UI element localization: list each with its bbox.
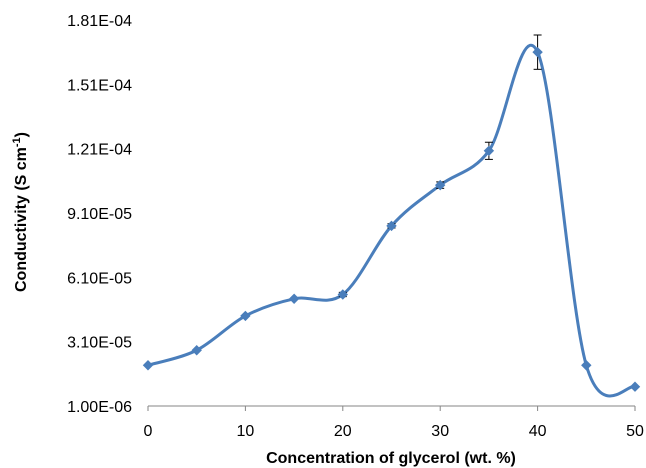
x-tick-label: 50 bbox=[626, 423, 644, 440]
data-point-marker bbox=[240, 310, 251, 322]
data-point-marker bbox=[483, 145, 495, 157]
y-tick-label: 3.10E-05 bbox=[67, 335, 132, 352]
data-markers bbox=[142, 46, 641, 392]
y-axis-title-superscript: -1 bbox=[11, 137, 23, 147]
series-line bbox=[146, 43, 637, 398]
y-axis-title-main: Conductivity (S cm bbox=[13, 147, 30, 292]
x-tick-label: 20 bbox=[334, 423, 352, 440]
y-tick-label: 9.10E-05 bbox=[67, 206, 132, 223]
y-axis-title: Conductivity (S cm-1) bbox=[11, 132, 30, 292]
x-tick-label: 40 bbox=[529, 423, 547, 440]
data-point-marker bbox=[434, 179, 446, 191]
y-tick-label: 6.10E-05 bbox=[67, 270, 132, 287]
y-tick-label: 1.00E-06 bbox=[67, 399, 132, 416]
plot-area: 1.00E-06 3.10E-05 6.10E-05 9.10E-05 1.21E-04… bbox=[67, 13, 644, 440]
data-point-marker bbox=[581, 360, 592, 371]
x-tick-label: 0 bbox=[144, 423, 153, 440]
data-point-marker bbox=[142, 360, 154, 371]
data-point-marker bbox=[386, 220, 397, 232]
x-axis-ticks: 0 10 20 30 40 50 bbox=[144, 406, 644, 440]
data-point-marker bbox=[288, 293, 300, 304]
data-point-marker bbox=[191, 345, 202, 356]
y-tick-label: 1.51E-04 bbox=[67, 77, 132, 94]
x-tick-label: 10 bbox=[237, 423, 255, 440]
y-tick-label: 1.81E-04 bbox=[67, 13, 132, 30]
data-point-marker bbox=[629, 381, 641, 392]
y-tick-label: 1.21E-04 bbox=[67, 142, 132, 159]
x-tick-label: 30 bbox=[431, 423, 449, 440]
data-point-marker bbox=[532, 46, 543, 58]
y-axis-title-close: ) bbox=[13, 132, 30, 137]
y-tick-labels: 1.00E-06 3.10E-05 6.10E-05 9.10E-05 1.21E-04… bbox=[67, 13, 132, 416]
x-axis-title: Concentration of glycerol (wt. %) bbox=[266, 450, 516, 467]
data-point-marker bbox=[337, 289, 349, 300]
